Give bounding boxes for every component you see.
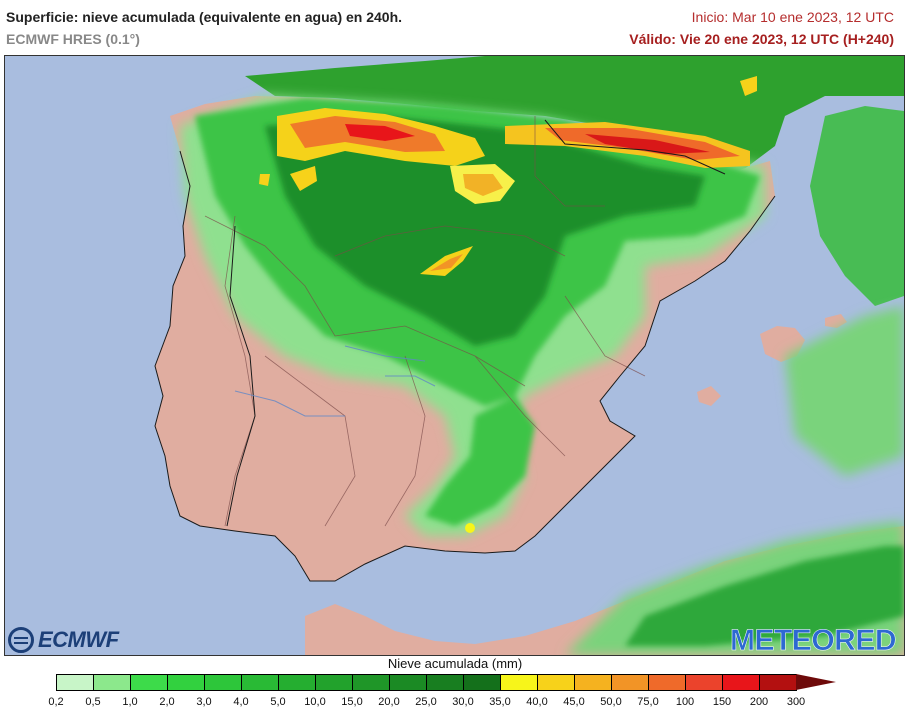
legend-tick-label: 150 [712, 696, 732, 708]
snow-map [5, 56, 904, 655]
legend-swatch [537, 674, 575, 691]
legend-swatch [611, 674, 649, 691]
init-time: Inicio: Mar 10 ene 2023, 12 UTC [691, 9, 894, 25]
ecmwf-logo: ECMWF [8, 627, 119, 653]
legend-swatch [315, 674, 353, 691]
legend-tick-label: 15,0 [341, 696, 363, 708]
legend-tick-label: 2,0 [159, 696, 175, 708]
legend-swatch [759, 674, 797, 691]
legend-ticks: 0,2 0,5 1,0 2,0 3,0 4,0 5,0 10,0 15,0 20,0 25,0 30,… [0, 696, 910, 710]
legend-over-arrow-icon [796, 674, 836, 690]
model-label: ECMWF HRES (0.1°) [6, 31, 140, 47]
legend-tick-label: 5,0 [270, 696, 286, 708]
map-panel[interactable] [4, 55, 905, 656]
legend-tick-label: 3,0 [196, 696, 212, 708]
legend-tick-label: 50,0 [600, 696, 622, 708]
legend-tick-label: 4,0 [233, 696, 249, 708]
legend-swatch [574, 674, 612, 691]
france-border [544, 119, 726, 175]
legend-color-bar [56, 674, 836, 691]
legend-tick-label: 45,0 [563, 696, 585, 708]
legend-swatch [241, 674, 279, 691]
legend-tick-label: 300 [786, 696, 806, 708]
portugal-border [226, 225, 256, 527]
legend-tick-label: 35,0 [489, 696, 511, 708]
province-borders [204, 116, 646, 527]
ecmwf-logo-text: ECMWF [38, 627, 119, 652]
valid-time: Válido: Vie 20 ene 2023, 12 UTC (H+240) [629, 31, 894, 47]
legend-swatch [93, 674, 131, 691]
legend-tick-label: 0,5 [85, 696, 101, 708]
legend-swatch [722, 674, 760, 691]
meteored-logo: METEORED [729, 624, 897, 658]
map-title: Superficie: nieve acumulada (equivalente… [6, 9, 403, 25]
legend-tick-label: 1,0 [122, 696, 138, 708]
ecmwf-mark-icon [8, 627, 34, 653]
east-coverage [810, 106, 904, 306]
legend-title: Nieve acumulada (mm) [387, 656, 523, 671]
legend-swatch [56, 674, 94, 691]
legend-tick-label: 200 [749, 696, 769, 708]
legend-swatch [204, 674, 242, 691]
legend-swatch [426, 674, 464, 691]
legend-tick-label: 100 [675, 696, 695, 708]
france-land [245, 56, 904, 176]
legend-swatch [500, 674, 538, 691]
legend-tick-label: 25,0 [415, 696, 437, 708]
legend-swatch [278, 674, 316, 691]
menorca [825, 314, 847, 328]
legend-swatch [167, 674, 205, 691]
legend-tick-label: 0,2 [48, 696, 64, 708]
legend-swatch [130, 674, 168, 691]
legend-tick-label: 40,0 [526, 696, 548, 708]
legend-swatch [352, 674, 390, 691]
legend-tick-label: 20,0 [378, 696, 400, 708]
legend-swatch [685, 674, 723, 691]
rivers [234, 345, 436, 417]
legend-swatch [389, 674, 427, 691]
legend-tick-label: 75,0 [637, 696, 659, 708]
legend-tick-label: 30,0 [452, 696, 474, 708]
snow-high-zone [259, 76, 757, 533]
legend-tick-label: 10,0 [304, 696, 326, 708]
legend-swatch [463, 674, 501, 691]
ibiza [697, 386, 721, 406]
coastline [154, 150, 776, 582]
legend-swatch [648, 674, 686, 691]
